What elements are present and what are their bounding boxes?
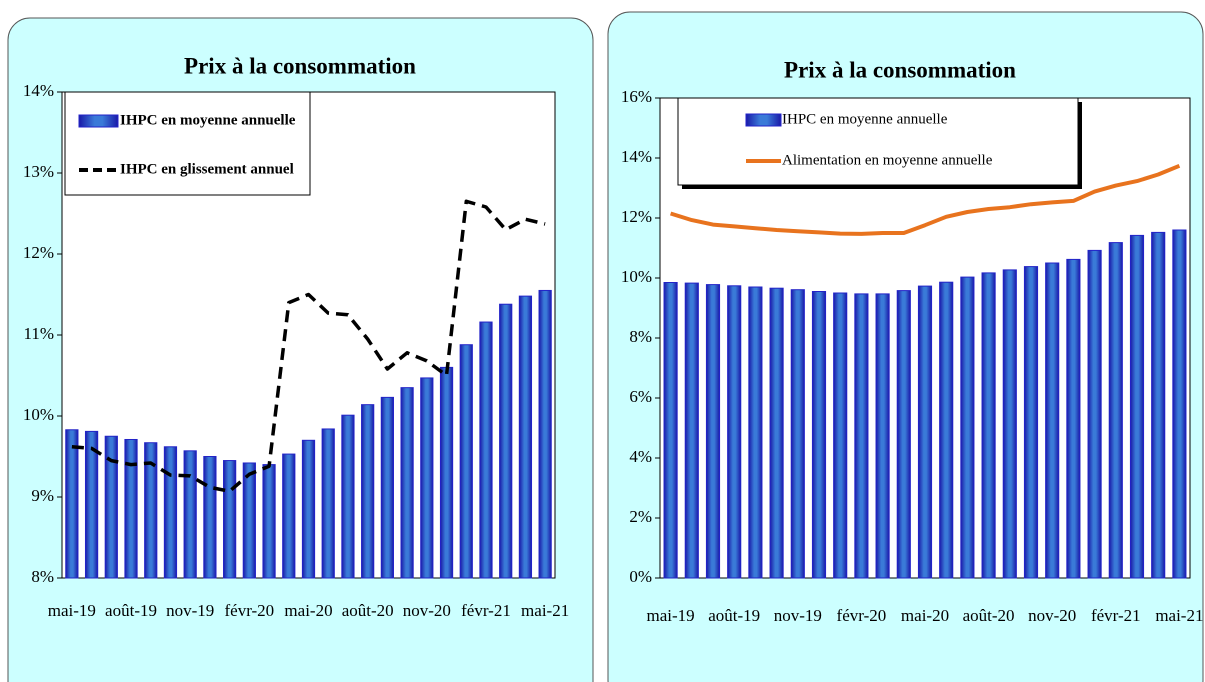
x-tick-label: mai-21 xyxy=(521,601,569,620)
x-tick-label: mai-20 xyxy=(901,606,949,625)
x-tick-label: août-19 xyxy=(708,606,760,625)
bar xyxy=(917,285,933,579)
bar xyxy=(223,460,237,579)
y-tick-label: 10% xyxy=(23,405,54,424)
bar xyxy=(262,464,276,579)
bar xyxy=(104,435,118,579)
bar xyxy=(439,366,454,579)
y-tick-label: 9% xyxy=(31,486,54,505)
bar xyxy=(1045,262,1060,579)
bar xyxy=(144,442,158,579)
bar xyxy=(727,285,742,579)
legend-swatch xyxy=(78,114,119,128)
x-tick-label: août-19 xyxy=(105,601,157,620)
y-tick-label: 8% xyxy=(31,567,54,586)
x-tick-label: nov-20 xyxy=(403,601,451,620)
bar xyxy=(769,287,784,579)
bar xyxy=(939,281,954,579)
bar xyxy=(499,303,513,579)
x-tick-label: août-20 xyxy=(963,606,1015,625)
bar xyxy=(183,450,197,579)
x-tick-label: mai-20 xyxy=(284,601,332,620)
bar xyxy=(518,295,533,579)
y-tick-label: 13% xyxy=(23,162,54,181)
y-tick-label: 12% xyxy=(23,243,54,262)
bar xyxy=(896,290,911,579)
y-tick-label: 10% xyxy=(621,267,652,286)
bar xyxy=(833,292,848,579)
bar xyxy=(538,289,552,579)
legend-box xyxy=(64,91,311,196)
bar xyxy=(65,429,79,579)
bar xyxy=(854,293,869,579)
legend-swatch xyxy=(745,113,782,127)
legend-label: Alimentation en moyenne annuelle xyxy=(782,152,993,168)
y-tick-label: 2% xyxy=(629,507,652,526)
x-tick-label: févr-21 xyxy=(461,601,511,620)
y-tick-label: 0% xyxy=(629,567,652,586)
bar xyxy=(400,387,414,579)
bar xyxy=(380,396,394,579)
bar xyxy=(705,284,721,579)
bar xyxy=(203,456,217,579)
bar xyxy=(282,453,296,579)
bar xyxy=(811,291,827,579)
bar xyxy=(981,272,996,579)
y-tick-label: 11% xyxy=(23,324,54,343)
legend-label: IHPC en moyenne annuelle xyxy=(120,112,296,128)
bar xyxy=(321,428,335,579)
x-tick-label: mai-21 xyxy=(1155,606,1203,625)
chart-title: Prix à la consommation xyxy=(784,57,1016,82)
x-tick-label: févr-21 xyxy=(1091,606,1141,625)
bar xyxy=(960,276,975,579)
y-tick-label: 14% xyxy=(621,147,652,166)
y-tick-label: 8% xyxy=(629,327,652,346)
x-tick-label: mai-19 xyxy=(48,601,96,620)
bar xyxy=(341,414,355,579)
y-tick-label: 16% xyxy=(621,87,652,106)
bar xyxy=(163,446,178,579)
y-tick-label: 12% xyxy=(621,207,652,226)
bar xyxy=(301,439,316,579)
chart-title: Prix à la consommation xyxy=(184,53,416,78)
legend-label: IHPC en glissement annuel xyxy=(120,161,294,177)
bar xyxy=(459,344,473,579)
bar xyxy=(1151,231,1166,579)
bar xyxy=(1108,242,1123,579)
line xyxy=(71,199,546,494)
bar xyxy=(1087,249,1102,579)
x-tick-label: févr-20 xyxy=(837,606,887,625)
bar xyxy=(479,321,493,579)
line xyxy=(670,163,1181,236)
x-tick-label: févr-20 xyxy=(224,601,274,620)
bar xyxy=(1002,269,1017,579)
bar xyxy=(1172,229,1187,579)
x-tick-label: nov-19 xyxy=(774,606,822,625)
bar xyxy=(1129,234,1145,579)
x-tick-label: mai-19 xyxy=(647,606,695,625)
y-tick-label: 6% xyxy=(629,387,652,406)
x-tick-label: août-20 xyxy=(342,601,394,620)
bar xyxy=(1023,266,1039,579)
bar xyxy=(84,430,99,579)
bar xyxy=(684,282,699,579)
bar xyxy=(361,404,375,579)
bar xyxy=(420,377,434,579)
bar xyxy=(875,293,890,579)
y-tick-label: 4% xyxy=(629,447,652,466)
x-tick-label: nov-20 xyxy=(1028,606,1076,625)
y-tick-label: 14% xyxy=(23,81,54,100)
x-tick-label: nov-19 xyxy=(166,601,214,620)
bar xyxy=(748,286,763,579)
legend-label: IHPC en moyenne annuelle xyxy=(782,111,948,127)
bar xyxy=(242,462,256,579)
bar xyxy=(790,289,805,579)
bar xyxy=(124,438,138,579)
bar xyxy=(663,282,678,579)
bar xyxy=(1066,258,1081,579)
legend-box xyxy=(677,97,1079,186)
